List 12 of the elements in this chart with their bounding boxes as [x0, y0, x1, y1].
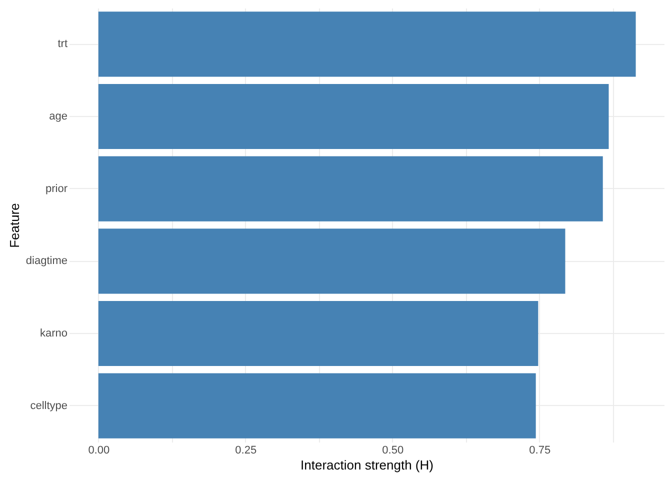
- y-tick-label: diagtime: [26, 255, 68, 268]
- x-tick-label: 0.75: [529, 444, 551, 456]
- y-tick-label: trt: [58, 38, 68, 50]
- y-axis-title: Feature: [6, 203, 22, 248]
- y-tick-label: karno: [40, 328, 68, 340]
- x-tick-label: 0.00: [88, 444, 110, 456]
- x-axis-title: Interaction strength (H): [300, 458, 434, 472]
- y-tick-label: celltype: [30, 400, 68, 412]
- y-tick-label: age: [49, 110, 68, 122]
- y-tick-label: prior: [45, 182, 68, 195]
- x-tick-label: 0.25: [235, 444, 257, 456]
- x-tick-label: 0.50: [382, 444, 404, 456]
